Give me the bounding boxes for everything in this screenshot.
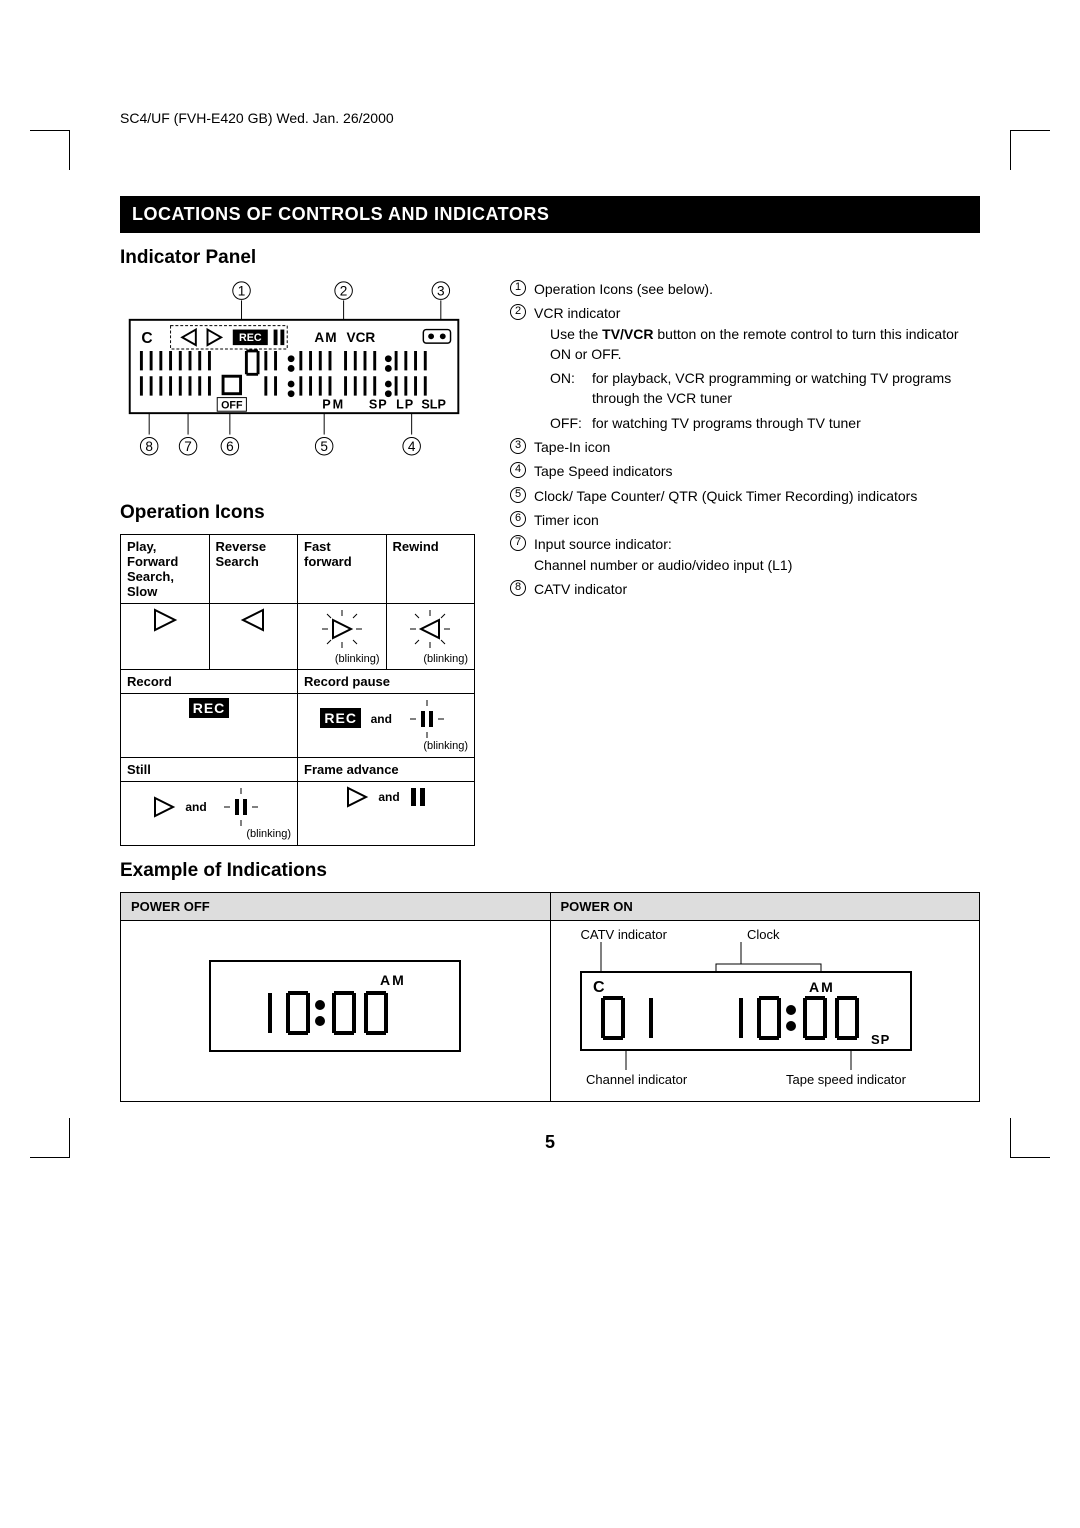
crop-mark <box>30 1118 70 1158</box>
svg-text:8: 8 <box>145 439 153 454</box>
svg-text:SP: SP <box>369 397 388 411</box>
svg-text:LP: LP <box>396 397 414 411</box>
svg-text:PM: PM <box>322 397 345 411</box>
play-icon <box>151 608 179 632</box>
svg-text:Tape speed indicator: Tape speed indicator <box>786 1072 907 1087</box>
operation-icons-table: Play, Forward Search, Slow Reverse Searc… <box>120 534 475 846</box>
rec-icon: REC <box>189 698 230 718</box>
svg-text:SP: SP <box>871 1032 890 1047</box>
crop-mark <box>30 130 70 170</box>
pause-blink-icon <box>216 786 266 828</box>
svg-text:2: 2 <box>340 284 348 299</box>
play-icon <box>152 796 176 818</box>
svg-text:3: 3 <box>437 284 445 299</box>
pause-icon <box>409 786 427 808</box>
indicator-reference-list: 1Operation Icons (see below). 2 VCR indi… <box>510 279 980 599</box>
heading-operation-icons: Operation Icons <box>120 502 480 524</box>
svg-text:Channel indicator: Channel indicator <box>586 1072 688 1087</box>
rec-icon: REC <box>320 708 361 728</box>
svg-text:5: 5 <box>320 439 328 454</box>
crop-mark <box>1010 1118 1050 1158</box>
svg-text:4: 4 <box>408 439 416 454</box>
reverse-icon <box>239 608 267 632</box>
crop-mark <box>1010 130 1050 170</box>
ff-blink-icon <box>317 608 367 650</box>
heading-indicator-panel: Indicator Panel <box>120 247 980 269</box>
svg-text:1: 1 <box>238 284 246 299</box>
pause-blink-icon <box>402 698 452 740</box>
svg-text:OFF: OFF <box>221 399 243 411</box>
svg-text:C: C <box>593 979 605 996</box>
lcd-power-on: C AM SP <box>561 942 931 1092</box>
svg-text:REC: REC <box>239 332 262 344</box>
rew-blink-icon <box>405 608 455 650</box>
svg-text:AM: AM <box>314 330 337 345</box>
svg-text:SLP: SLP <box>421 397 446 411</box>
svg-text:AM: AM <box>380 972 406 988</box>
svg-text:7: 7 <box>184 439 192 454</box>
svg-text:AM: AM <box>809 979 835 995</box>
section-title: LOCATIONS OF CONTROLS AND INDICATORS <box>120 196 980 233</box>
page-number: 5 <box>120 1132 980 1153</box>
lcd-power-off: AM <box>200 951 470 1061</box>
svg-text:C: C <box>141 330 152 347</box>
doc-id: SC4/UF (FVH-E420 GB) Wed. Jan. 26/2000 <box>120 110 980 126</box>
svg-text:6: 6 <box>226 439 234 454</box>
heading-example: Example of Indications <box>120 860 980 882</box>
svg-text:VCR: VCR <box>347 330 376 345</box>
indicator-panel-diagram: 1 2 3 C REC <box>120 279 470 483</box>
example-indications-table: POWER OFF POWER ON AM <box>120 892 980 1102</box>
play-icon <box>345 786 369 808</box>
